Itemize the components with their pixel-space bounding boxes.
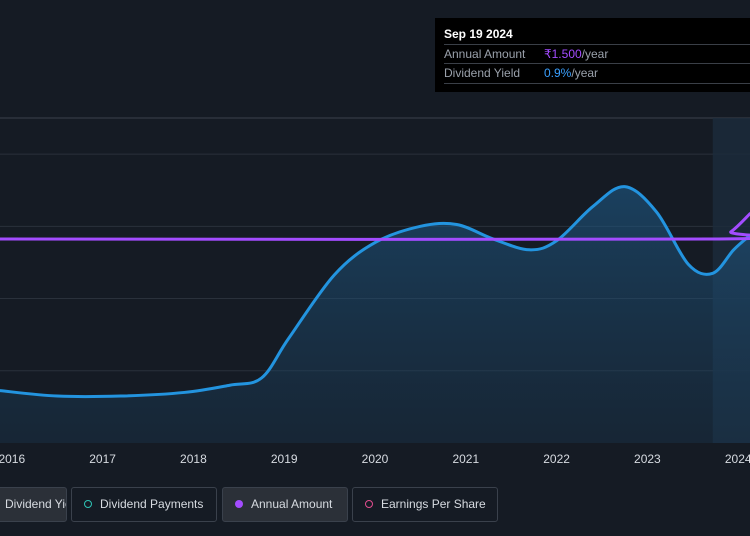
tooltip-date: Sep 19 2024 (444, 27, 513, 41)
x-tick-label: 2021 (452, 452, 479, 466)
tooltip-row-annual-amount: Annual Amount ₹1.500/year (444, 44, 750, 64)
x-tick-label: 2016 (0, 452, 25, 466)
legend-annual-amount-label: Annual Amount (251, 497, 333, 511)
x-tick-label: 2022 (543, 452, 570, 466)
legend-annual-amount-button[interactable]: Annual Amount (222, 487, 348, 522)
x-tick-label: 2018 (180, 452, 207, 466)
series-line-1 (0, 212, 750, 242)
legend-dividend-payments-label: Dividend Payments (100, 497, 204, 511)
legend-dividend-yield-button[interactable]: Dividend Yield (0, 487, 67, 522)
legend-earnings-per-share-label: Earnings Per Share (381, 497, 486, 511)
legend-dividend-yield-label: Dividend Yield (5, 497, 66, 511)
hover-tooltip: Sep 19 2024 Annual Amount ₹1.500/year Di… (435, 18, 750, 92)
legend-earnings-per-share-button[interactable]: Earnings Per Share (352, 487, 498, 522)
tooltip-row-dividend-yield: Dividend Yield 0.9%/year (444, 63, 750, 84)
x-tick-label: 2019 (271, 452, 298, 466)
x-tick-label: 2020 (362, 452, 389, 466)
x-tick-label: 2024 (725, 452, 750, 466)
x-axis-ticks: 2016 2017 2018 2019 2020 2021 2022 2023 2024 (0, 452, 750, 466)
x-tick-label: 2023 (634, 452, 661, 466)
yield-area (0, 186, 750, 444)
series-lines (0, 185, 750, 399)
tooltip-annual-amount-value: ₹1.500 (544, 47, 582, 61)
tooltip-annual-amount-label: Annual Amount (444, 47, 526, 61)
series-area-0 (0, 186, 750, 444)
tooltip-dividend-yield-label: Dividend Yield (444, 66, 521, 80)
tooltip-dividend-yield-unit: /year (571, 66, 599, 80)
tooltip-dividend-yield-value-wrap: 0.9%/year (544, 64, 598, 82)
dividend-payments-dot-icon (84, 500, 92, 508)
tooltip-dividend-yield-value: 0.9% (544, 66, 572, 80)
tooltip-annual-amount-unit: /year (581, 47, 609, 61)
legend-dividend-payments-button[interactable]: Dividend Payments (71, 487, 217, 522)
annual-amount-dot-icon (235, 500, 243, 508)
earnings-per-share-dot-icon (365, 500, 373, 508)
tooltip-annual-amount-value-wrap: ₹1.500/year (544, 45, 608, 63)
x-tick-label: 2017 (89, 452, 116, 466)
series-line-0 (0, 185, 750, 399)
